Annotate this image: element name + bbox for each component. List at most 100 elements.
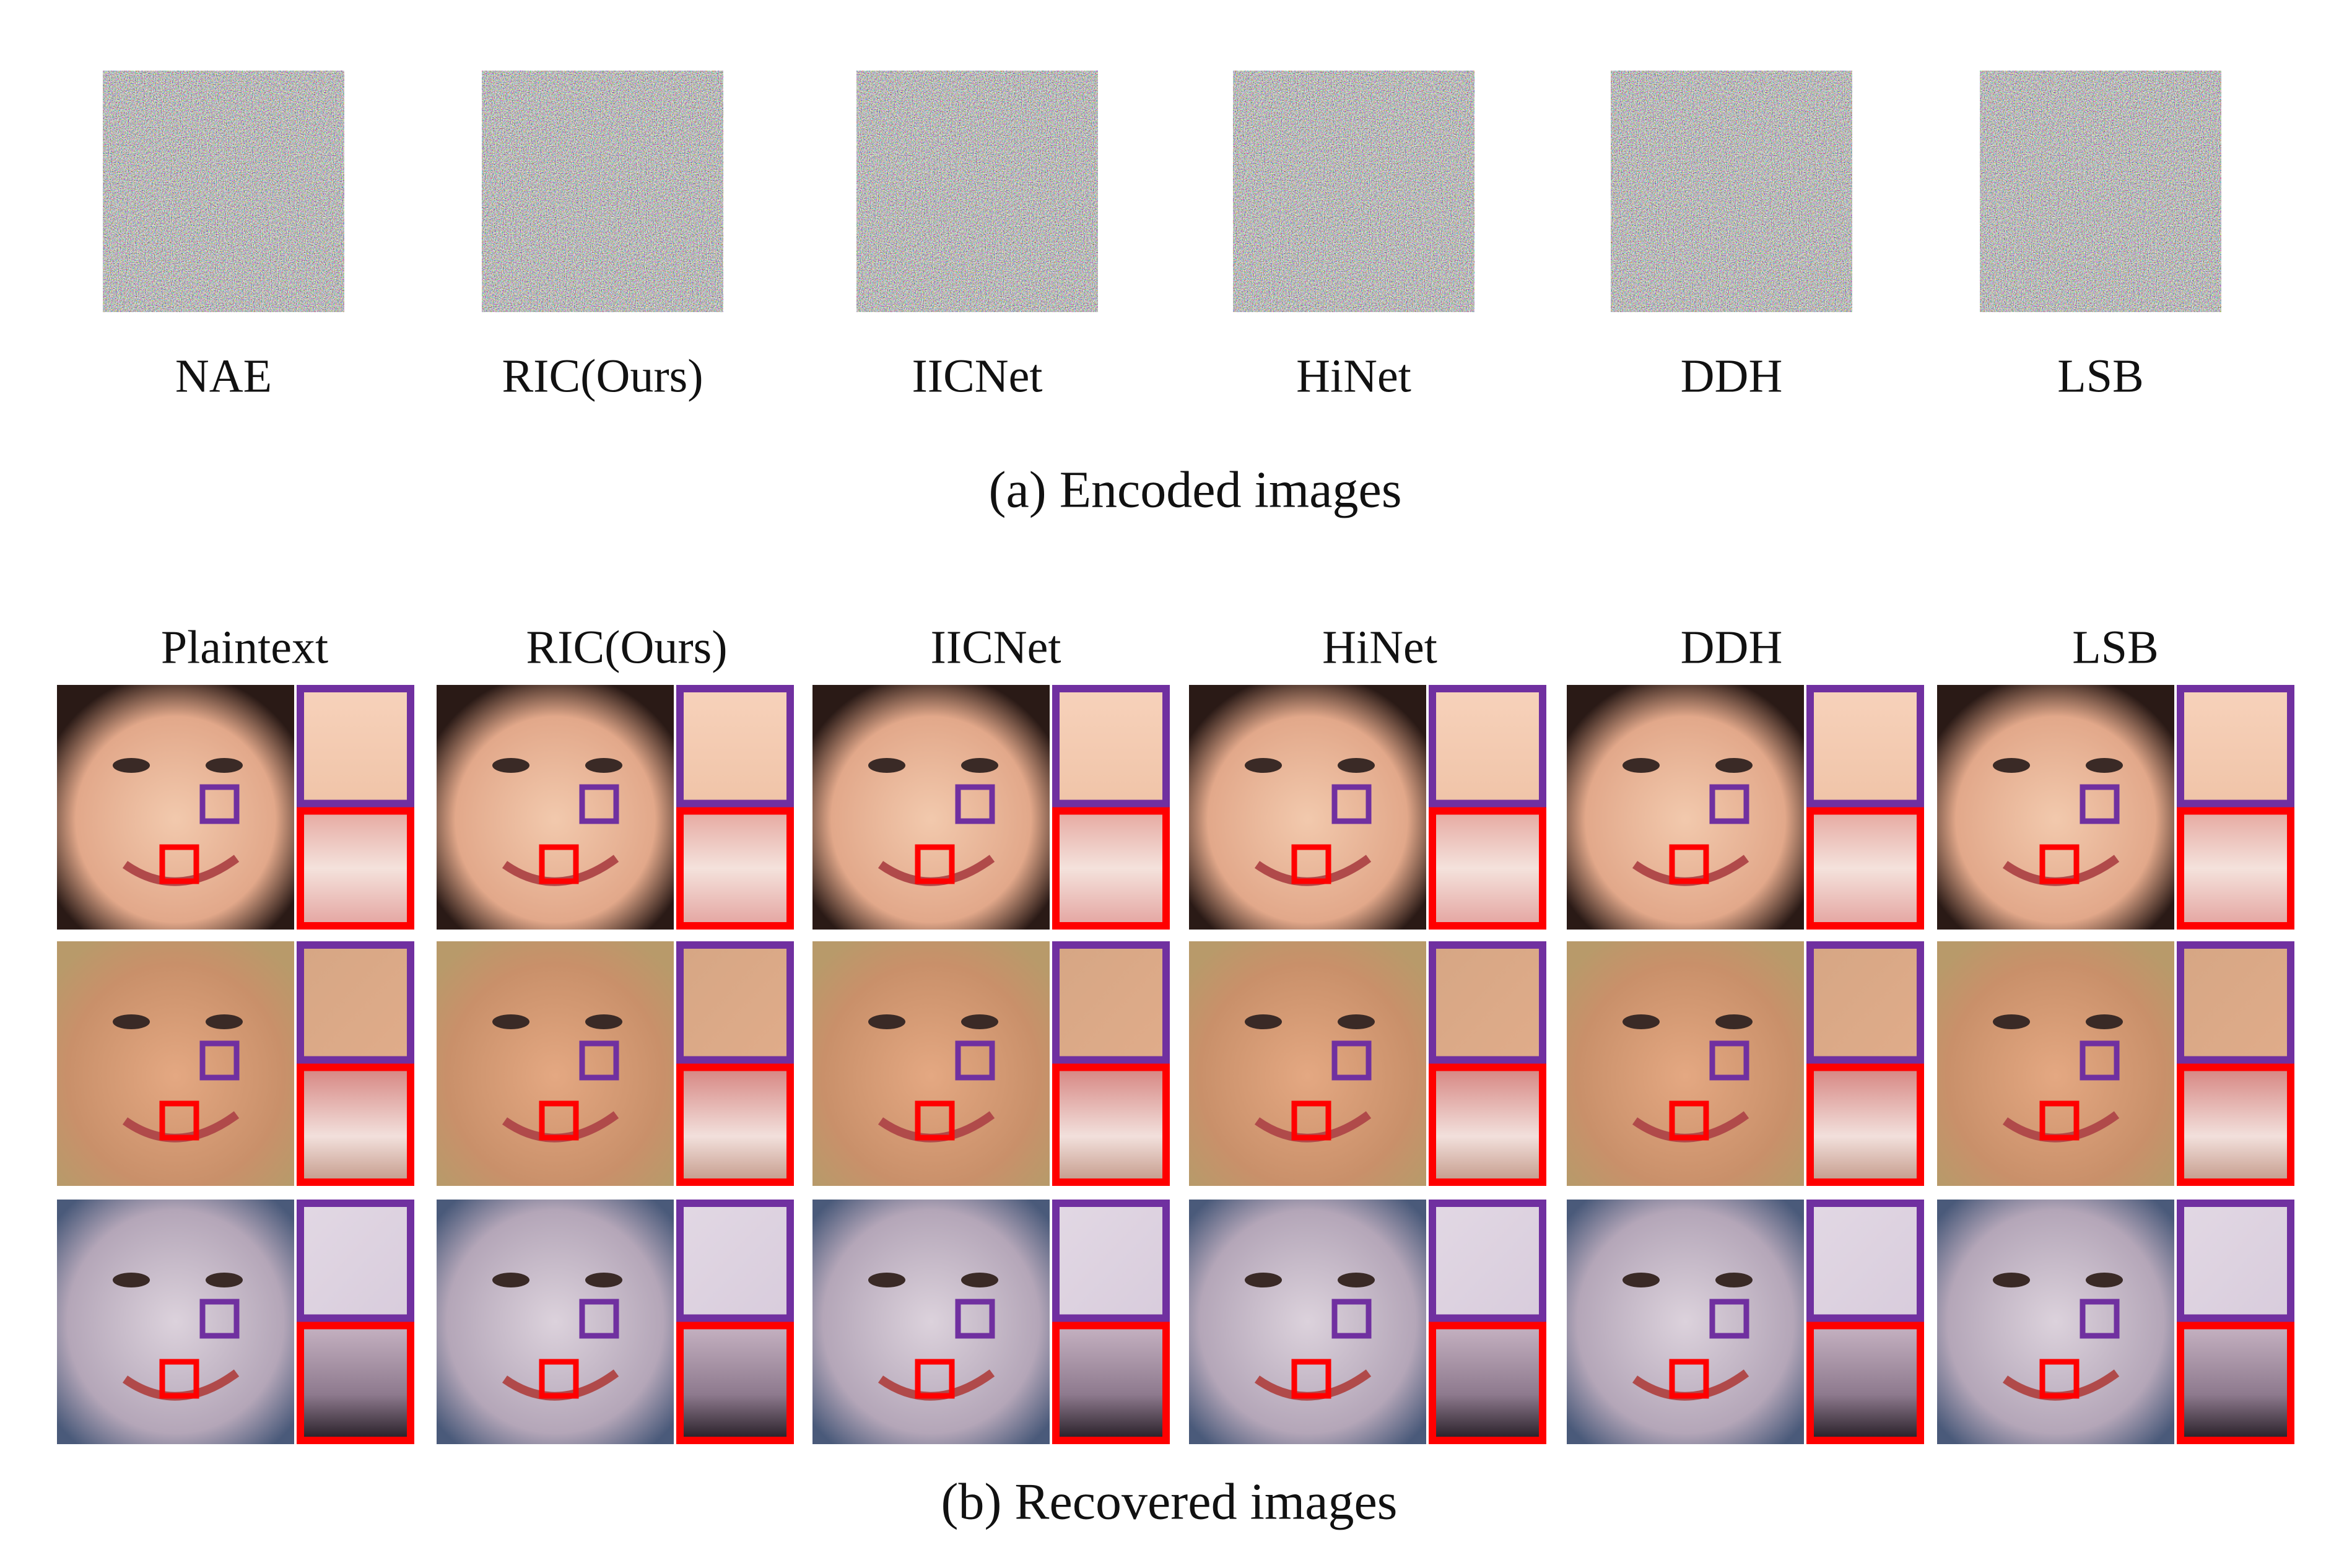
face-sample bbox=[1567, 685, 1924, 930]
face-image bbox=[1189, 1200, 1426, 1444]
eye bbox=[1715, 758, 1753, 773]
zoom-crop-purple bbox=[1429, 941, 1546, 1064]
zoom-crop-purple bbox=[676, 1200, 794, 1322]
eye bbox=[868, 758, 905, 773]
eye bbox=[585, 1014, 622, 1029]
zoom-crop-purple bbox=[1429, 1200, 1546, 1322]
zoom-crop-red bbox=[1429, 1322, 1546, 1444]
face-image bbox=[812, 1200, 1050, 1444]
zoom-marker-purple bbox=[579, 1040, 619, 1081]
zoom-crop-red bbox=[1052, 807, 1170, 930]
face-sample bbox=[57, 941, 414, 1186]
zoom-crop-red bbox=[2177, 1063, 2294, 1186]
face-image bbox=[437, 685, 674, 930]
zoom-marker-purple bbox=[1709, 1040, 1749, 1081]
method-label: HiNet bbox=[1296, 350, 1411, 402]
eye bbox=[206, 1014, 243, 1029]
eye bbox=[1622, 1014, 1660, 1029]
eye bbox=[2086, 1273, 2123, 1287]
zoom-crop-red bbox=[1052, 1063, 1170, 1186]
zoom-marker-purple bbox=[579, 1299, 619, 1339]
face-image bbox=[57, 941, 294, 1186]
zoom-crop-purple bbox=[2177, 1200, 2294, 1322]
eye bbox=[1622, 1273, 1660, 1287]
caption-a: (a) Encoded images bbox=[988, 461, 1401, 518]
zoom-crop-purple bbox=[1806, 685, 1924, 808]
zoom-crop-purple bbox=[676, 685, 794, 808]
eye bbox=[206, 758, 243, 773]
zoom-marker-red bbox=[2039, 1359, 2080, 1399]
zoom-marker-red bbox=[2039, 1100, 2080, 1141]
eye bbox=[1993, 1273, 2030, 1287]
zoom-marker-red bbox=[159, 844, 199, 884]
face-image bbox=[57, 685, 294, 930]
face-image bbox=[1189, 685, 1426, 930]
face-image bbox=[1937, 1200, 2174, 1444]
eye bbox=[492, 1014, 529, 1029]
zoom-crop-red bbox=[297, 1322, 414, 1444]
zoom-marker-red bbox=[1291, 1359, 1331, 1399]
face-sample bbox=[812, 685, 1170, 930]
zoom-marker-purple bbox=[1709, 1299, 1749, 1339]
zoom-crop-purple bbox=[1806, 1200, 1924, 1322]
zoom-crop-purple bbox=[297, 941, 414, 1064]
face-image bbox=[1189, 941, 1426, 1186]
zoom-crop-red bbox=[1429, 1063, 1546, 1186]
zoom-marker-red bbox=[1669, 844, 1709, 884]
eye bbox=[585, 1273, 622, 1287]
zoom-marker-purple bbox=[2080, 1040, 2120, 1081]
column-label: HiNet bbox=[1322, 621, 1437, 673]
zoom-marker-red bbox=[159, 1100, 199, 1141]
zoom-crop-purple bbox=[1052, 685, 1170, 808]
face-image bbox=[1567, 685, 1804, 930]
caption-b: (b) Recovered images bbox=[941, 1473, 1397, 1530]
eye bbox=[113, 1014, 150, 1029]
zoom-marker-purple bbox=[1331, 1299, 1372, 1339]
zoom-crop-red bbox=[1806, 1322, 1924, 1444]
zoom-marker-red bbox=[159, 1359, 199, 1399]
zoom-crop-red bbox=[1429, 807, 1546, 930]
zoom-crop-purple bbox=[1806, 941, 1924, 1064]
zoom-marker-red bbox=[1291, 844, 1331, 884]
zoom-marker-red bbox=[1291, 1100, 1331, 1141]
encoded-image bbox=[1980, 71, 2221, 312]
eye bbox=[1245, 1014, 1282, 1029]
zoom-crop-purple bbox=[1052, 1200, 1170, 1322]
face-sample bbox=[1937, 685, 2294, 930]
face-image bbox=[1937, 685, 2174, 930]
zoom-crop-red bbox=[1052, 1322, 1170, 1444]
face-image bbox=[437, 941, 674, 1186]
zoom-marker-purple bbox=[2080, 784, 2120, 824]
face-image bbox=[1567, 1200, 1804, 1444]
eye bbox=[492, 758, 529, 773]
encoded-image bbox=[1611, 71, 1852, 312]
zoom-marker-purple bbox=[2080, 1299, 2120, 1339]
zoom-crop-red bbox=[1806, 1063, 1924, 1186]
zoom-marker-purple bbox=[199, 1299, 240, 1339]
zoom-marker-purple bbox=[955, 1040, 995, 1081]
face-sample bbox=[1189, 1200, 1546, 1444]
eye bbox=[1622, 758, 1660, 773]
zoom-crop-red bbox=[2177, 1322, 2294, 1444]
zoom-crop-purple bbox=[1429, 685, 1546, 808]
eye bbox=[206, 1273, 243, 1287]
encoded-image bbox=[482, 71, 723, 312]
face-sample bbox=[1937, 1200, 2294, 1444]
method-label: DDH bbox=[1681, 350, 1783, 402]
column-label: RIC(Ours) bbox=[526, 621, 727, 673]
face-sample bbox=[1567, 1200, 1924, 1444]
face-sample bbox=[812, 1200, 1170, 1444]
zoom-marker-red bbox=[539, 1359, 579, 1399]
eye bbox=[868, 1014, 905, 1029]
encoded-image bbox=[856, 71, 1098, 312]
encoded-image bbox=[103, 71, 344, 312]
zoom-crop-red bbox=[2177, 807, 2294, 930]
face-sample bbox=[1567, 941, 1924, 1186]
method-label: LSB bbox=[2057, 350, 2143, 402]
eye bbox=[961, 1273, 998, 1287]
zoom-crop-purple bbox=[2177, 685, 2294, 808]
zoom-marker-red bbox=[539, 844, 579, 884]
method-label: RIC(Ours) bbox=[502, 350, 703, 402]
